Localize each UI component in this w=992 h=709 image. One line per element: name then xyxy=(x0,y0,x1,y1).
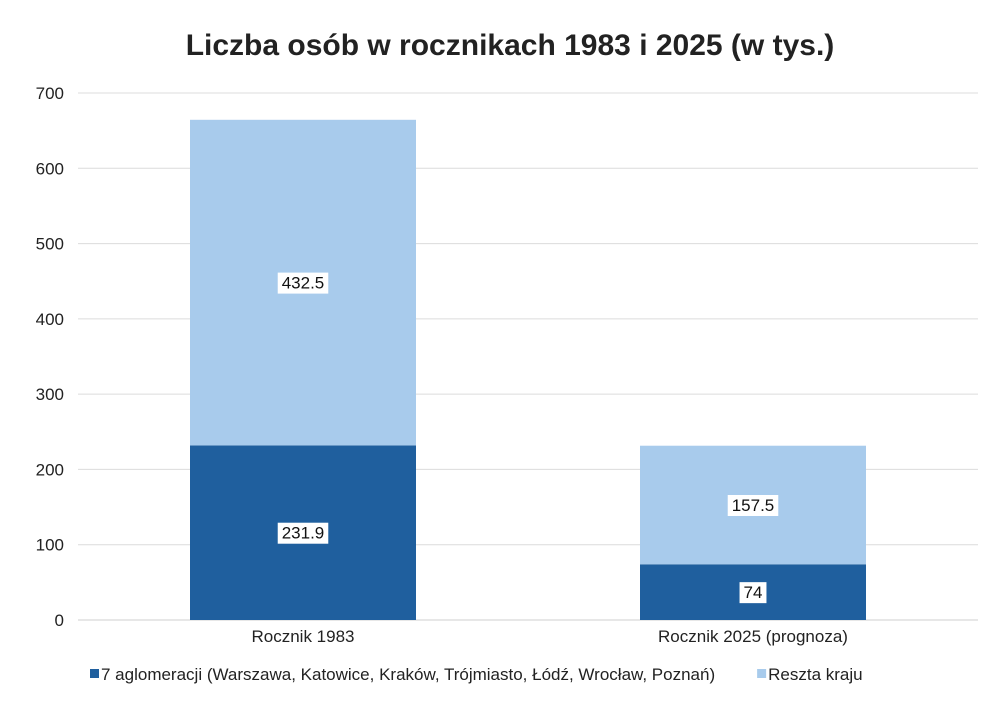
x-category-label: Rocznik 1983 xyxy=(251,627,354,646)
x-category-label: Rocznik 2025 (prognoza) xyxy=(658,627,848,646)
data-label-box xyxy=(739,582,767,604)
data-label: 157.5 xyxy=(732,496,775,515)
y-tick-label: 600 xyxy=(36,159,64,178)
data-label: 432.5 xyxy=(282,274,325,293)
legend: 7 aglomeracji (Warszawa, Katowice, Krakó… xyxy=(90,665,863,684)
y-tick-label: 300 xyxy=(36,385,64,404)
data-label: 231.9 xyxy=(282,524,325,543)
y-tick-label: 0 xyxy=(55,611,64,630)
y-tick-label: 400 xyxy=(36,310,64,329)
data-label-box xyxy=(277,272,329,294)
chart-title: Liczba osób w rocznikach 1983 i 2025 (w … xyxy=(186,29,835,62)
legend-label: Reszta kraju xyxy=(768,665,862,684)
data-labels: 231.9 432.5 74 157.5 xyxy=(277,272,779,604)
y-tick-label: 700 xyxy=(36,84,64,103)
y-tick-label: 100 xyxy=(36,536,64,555)
y-axis-ticks: 0 100 200 300 400 500 600 700 xyxy=(36,84,64,630)
legend-swatch xyxy=(757,669,767,678)
x-axis-categories: Rocznik 1983 Rocznik 2025 (prognoza) xyxy=(251,627,847,646)
y-tick-label: 200 xyxy=(36,460,64,479)
data-label-box xyxy=(727,495,779,517)
data-label: 74 xyxy=(744,583,763,602)
legend-label: 7 aglomeracji (Warszawa, Katowice, Krakó… xyxy=(101,665,715,684)
legend-swatch xyxy=(90,669,99,678)
y-tick-label: 500 xyxy=(36,235,64,254)
data-label-box xyxy=(277,522,329,544)
